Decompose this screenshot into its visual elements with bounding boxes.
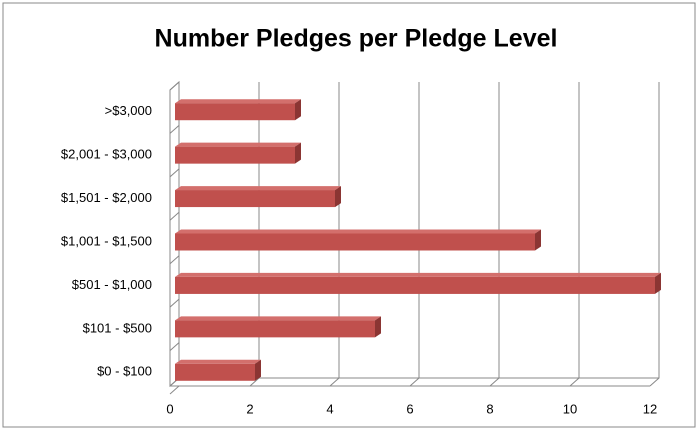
chart-title: Number Pledges per Pledge Level: [155, 25, 558, 53]
y-tick-label: $101 - $500: [83, 320, 152, 335]
bar: [175, 146, 295, 164]
y-tick-label: >$3,000: [105, 103, 152, 118]
bar: [175, 276, 655, 294]
bar: [175, 320, 375, 338]
y-tick-label: $1,501 - $2,000: [61, 190, 152, 205]
x-tick-label: 10: [563, 401, 577, 416]
grid-line: [489, 82, 500, 387]
grid-line: [329, 82, 340, 387]
bar: [175, 363, 255, 381]
grid-line: [409, 82, 420, 387]
x-tick-label: 2: [246, 401, 253, 416]
x-tick-label: 4: [326, 401, 333, 416]
y-axis-tick: [169, 385, 180, 395]
bar-top: [175, 316, 381, 321]
y-tick-label: $0 - $100: [97, 364, 152, 379]
y-axis-tick: [169, 255, 180, 265]
bar-side: [655, 272, 661, 294]
y-tick-label: $2,001 - $3,000: [61, 147, 152, 162]
y-axis-tick: [169, 81, 180, 91]
bar-side: [295, 99, 301, 121]
y-axis-tick: [169, 342, 180, 351]
bar-side: [295, 142, 301, 164]
grid-line: [569, 82, 580, 387]
bar: [175, 103, 295, 121]
bar-top: [175, 272, 661, 277]
x-tick-label: 8: [486, 401, 493, 416]
x-tick-label: 6: [406, 401, 413, 416]
y-tick-label: $1,001 - $1,500: [61, 233, 152, 248]
bar-side: [375, 316, 381, 338]
bar-top: [175, 186, 341, 191]
bar-top: [175, 229, 541, 234]
y-axis-tick: [169, 125, 180, 134]
y-axis-tick: [169, 211, 180, 221]
x-tick-label: 0: [166, 401, 173, 416]
x-tick-label: 12: [643, 401, 657, 416]
bar-side: [335, 186, 341, 208]
y-tick-label: $501 - $1,000: [72, 277, 152, 292]
bar: [175, 233, 535, 251]
bar-top: [175, 359, 261, 364]
y-axis-tick: [169, 168, 180, 178]
chart-border: [2, 2, 696, 428]
grid-line: [649, 82, 660, 387]
bar: [175, 190, 335, 208]
bar-top: [175, 142, 301, 147]
bar-side: [535, 229, 541, 251]
bar-side: [255, 359, 261, 381]
y-axis-tick: [169, 298, 180, 308]
bar-top: [175, 99, 301, 104]
